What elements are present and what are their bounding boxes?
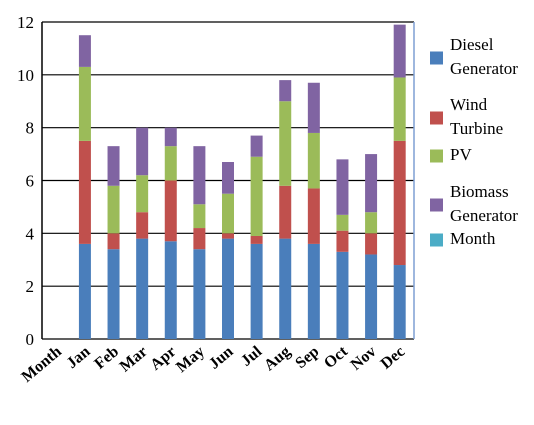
legend-swatch-wind-turbine [430,111,443,125]
bar-segment-jan-pv [78,66,91,141]
legend-label-biomass-generator: Generator [450,206,518,225]
bar-segment-jul-pv [250,156,263,236]
y-tick-label: 2 [26,277,35,296]
bar-segment-apr-pv [164,146,177,181]
bar-segment-aug-biomass-generator [279,80,292,102]
bar-segment-jan-diesel-generator [78,243,91,339]
bar-segment-may-diesel-generator [193,249,206,339]
x-tick-label: Jun [206,343,237,373]
bar-segment-jun-diesel-generator [222,238,234,339]
bar-segment-mar-pv [136,175,149,213]
legend-swatch-pv [430,149,443,163]
bar-segment-feb-pv [107,185,120,234]
bar-segment-nov-biomass-generator [365,154,378,213]
legend-label-pv: PV [450,145,472,164]
bar-segment-oct-diesel-generator [336,251,349,339]
bar-segment-jul-wind-turbine [250,235,263,244]
y-tick-label: 12 [17,13,34,32]
bar-segment-dec-diesel-generator [393,265,406,339]
legend-label-diesel-generator: Diesel [450,35,494,54]
bar-segment-mar-biomass-generator [136,127,149,176]
bar-segment-oct-biomass-generator [336,159,349,215]
bar-segment-jul-biomass-generator [250,135,263,157]
x-tick-label: May [173,343,208,376]
x-tick-label: Feb [91,343,122,373]
bar-segment-feb-biomass-generator [107,146,120,186]
bar-segment-nov-pv [365,212,378,234]
bar-segment-feb-wind-turbine [107,233,120,250]
x-tick-label: Jul [238,343,266,370]
bar-segment-apr-biomass-generator [164,127,177,147]
bar-segment-aug-wind-turbine [279,185,292,239]
bar-segment-mar-wind-turbine [136,212,149,239]
bar-segment-sep-biomass-generator [307,82,320,133]
bar-segment-nov-wind-turbine [365,233,378,255]
x-tick-label: Sep [292,343,322,372]
bar-segment-oct-pv [336,214,349,231]
bar-segment-apr-wind-turbine [164,180,177,242]
x-tick-label: Mar [117,343,151,375]
bar-segment-jun-wind-turbine [222,233,234,239]
x-tick-label: Oct [321,343,351,372]
bar-segment-apr-diesel-generator [164,241,177,339]
legend-label-diesel-generator: Generator [450,59,518,78]
bar-segment-jan-biomass-generator [78,35,91,67]
x-tick-label: Nov [348,343,380,374]
bar-segment-dec-wind-turbine [393,140,406,266]
x-tick-label: Dec [378,343,409,373]
x-tick-label: Apr [147,343,179,374]
y-tick-label: 10 [17,66,34,85]
bar-segment-sep-wind-turbine [307,188,320,244]
legend-swatch-diesel-generator [430,51,443,65]
x-tick-label: Month [19,343,65,386]
bar-segment-mar-diesel-generator [136,238,149,339]
legend-label-wind-turbine: Turbine [450,119,503,138]
bar-segment-jun-pv [222,193,234,234]
y-tick-label: 0 [26,330,35,349]
legend-label-biomass-generator: Biomass [450,182,509,201]
bar-segment-oct-wind-turbine [336,230,349,252]
legend-label-wind-turbine: Wind [450,95,488,114]
legend-swatch-biomass-generator [430,198,443,212]
bar-segment-may-biomass-generator [193,146,206,205]
bar-segment-feb-diesel-generator [107,249,120,339]
bar-segment-nov-diesel-generator [365,254,378,339]
x-tick-label: Aug [261,343,294,374]
bar-segment-jul-diesel-generator [250,243,263,339]
bar-segment-may-pv [193,204,206,229]
bar-segment-may-wind-turbine [193,228,206,250]
legend-swatch-month [430,233,443,247]
bar-segment-dec-biomass-generator [393,24,406,78]
y-tick-label: 4 [26,224,35,243]
y-tick-label: 8 [26,119,35,138]
bar-segment-jan-wind-turbine [78,140,91,244]
bar-segment-sep-diesel-generator [307,243,320,339]
bar-segment-sep-pv [307,132,320,189]
y-tick-label: 6 [26,172,35,191]
bar-segment-jun-biomass-generator [222,162,234,194]
bar-segment-aug-pv [279,101,292,186]
bar-segment-aug-diesel-generator [279,238,292,339]
bar-segment-dec-pv [393,77,406,141]
x-tick-label: Jan [63,343,93,372]
legend-label-month: Month [450,229,496,248]
